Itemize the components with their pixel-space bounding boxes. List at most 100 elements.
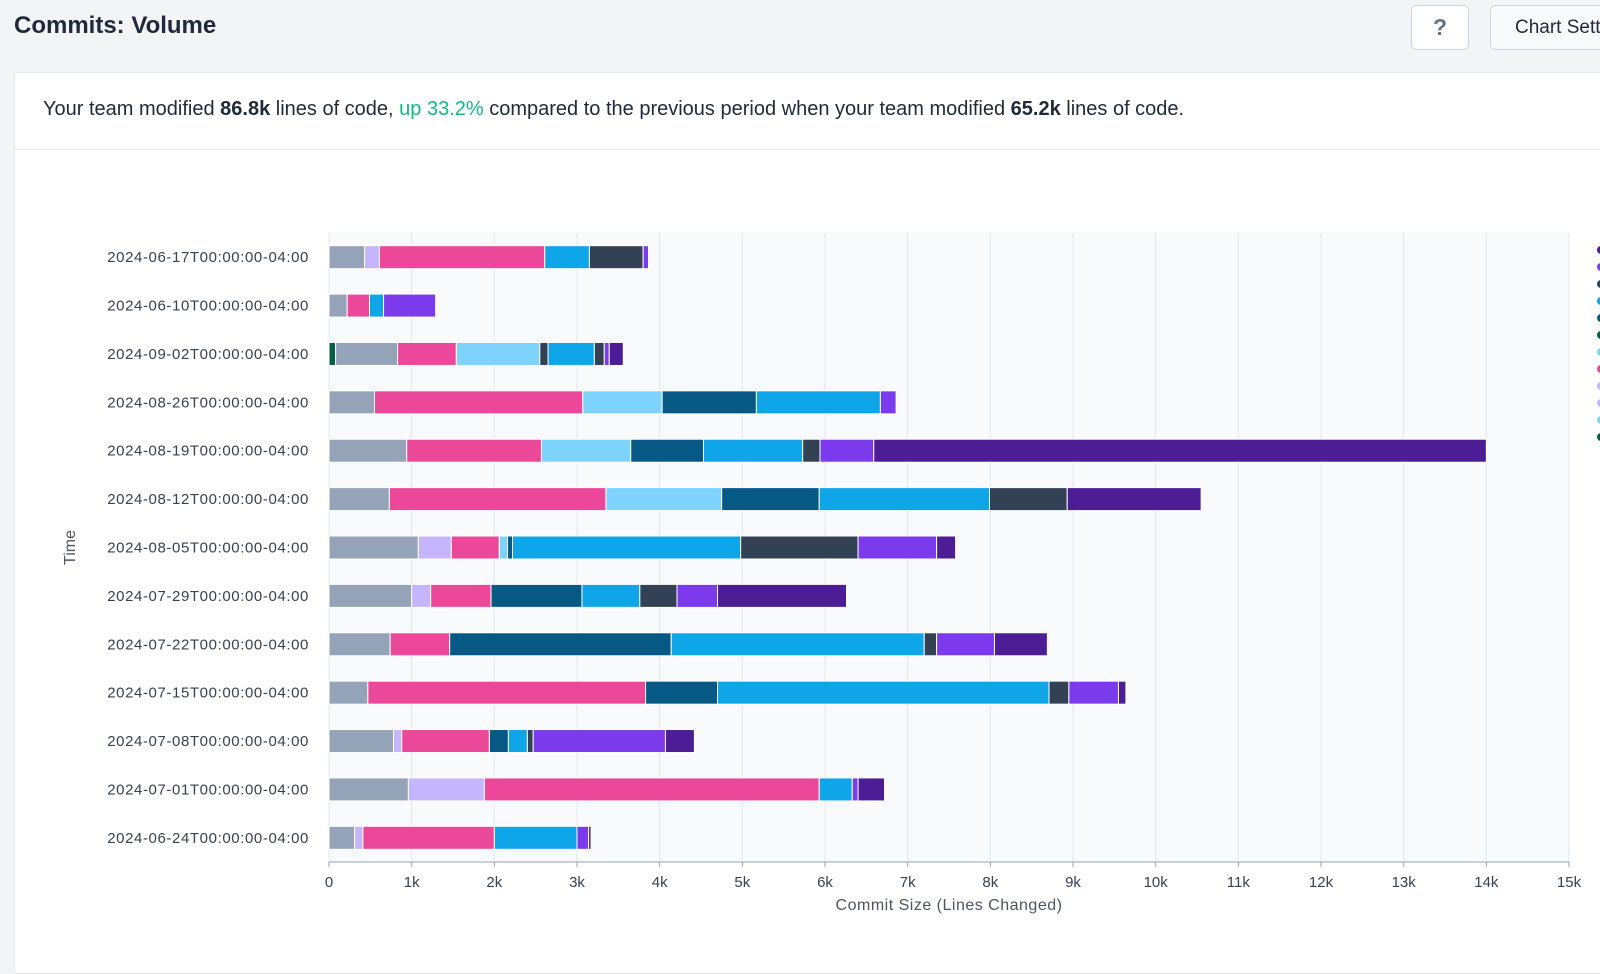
x-axis-title: Commit Size (Lines Changed) (836, 897, 1063, 914)
bar-segment (369, 293, 385, 318)
summary-mid-2: compared to the previous period when you… (483, 98, 1011, 120)
bar-segment (532, 729, 666, 754)
bar-segment (507, 729, 528, 754)
bar-segment (328, 729, 394, 754)
summary-suffix: lines of code. (1060, 98, 1185, 120)
bar-segment (335, 341, 399, 366)
bar-segment (328, 583, 413, 608)
bar-segment (676, 583, 719, 608)
bar-segment (455, 341, 541, 366)
bar-segment (721, 487, 820, 512)
bar-segment (645, 680, 719, 705)
bar-segment (1066, 487, 1202, 512)
bar-segment (407, 777, 485, 802)
bar-segment (539, 341, 549, 366)
bar-segment (328, 825, 356, 850)
bar-segment (582, 390, 663, 415)
bar-segment (740, 535, 859, 560)
bar-segment (857, 777, 886, 802)
x-tick-label: 3k (569, 874, 585, 891)
bar-segment (328, 535, 419, 560)
bar-segment (389, 632, 451, 657)
page-title: Commits: Volume (14, 12, 217, 39)
legend-swatch (1597, 314, 1600, 322)
y-tick-label: 2024-06-24T00:00:00-04:00 (107, 830, 309, 847)
legend-swatch (1597, 246, 1600, 254)
y-tick-label: 2024-08-19T00:00:00-04:00 (107, 443, 309, 460)
bar-segment (364, 245, 380, 270)
legend-swatch (1597, 382, 1600, 390)
bar-segment (354, 825, 364, 850)
bar-segment (755, 390, 881, 415)
summary-mid-1: lines of code, (270, 98, 400, 120)
x-tick-label: 10k (1144, 874, 1169, 891)
y-tick-label: 2024-08-12T00:00:00-04:00 (107, 491, 309, 508)
bar-segment (411, 583, 432, 608)
bar-segment (661, 390, 757, 415)
bar-segment (588, 245, 644, 270)
bar-segment (388, 487, 607, 512)
bar-segment (401, 729, 490, 754)
bar-segment (417, 535, 452, 560)
x-tick-label: 9k (1065, 874, 1081, 891)
summary-text: Your team modified 86.8k lines of code, … (43, 98, 1184, 121)
chart-settings-button[interactable]: Chart Settings (1490, 5, 1600, 50)
bar-segment (367, 680, 647, 705)
bar-segment (642, 245, 650, 270)
x-tick-label: 11k (1227, 874, 1251, 891)
bar-segment (547, 341, 595, 366)
x-tick-label: 15k (1557, 874, 1582, 891)
legend-swatch (1597, 297, 1600, 305)
bar-segment (670, 632, 925, 657)
bar-segment (873, 438, 1487, 463)
header-bar: Commits: Volume ? Chart Settings (0, 0, 1600, 72)
legend-swatch (1597, 348, 1600, 356)
help-button[interactable]: ? (1411, 5, 1469, 50)
summary-banner: Your team modified 86.8k lines of code, … (15, 73, 1600, 150)
bar-segment (1117, 680, 1127, 705)
bar-segment (1048, 680, 1070, 705)
stacked-bar-chart: 0 1k 2k 3k 4k 5k 6k 7k 8k 9k 10k 11k 12k 13k 14k 15k 202… (62, 233, 1600, 914)
bar-segment (818, 777, 853, 802)
y-tick-label: 2024-07-08T00:00:00-04:00 (107, 733, 309, 750)
bar-segment (488, 729, 509, 754)
x-tick-label: 4k (652, 874, 668, 891)
x-tick-label: 12k (1309, 874, 1334, 891)
bar-segment (540, 438, 632, 463)
bar-segment (717, 680, 1050, 705)
bar-segment (328, 438, 408, 463)
y-tick-label: 2024-08-05T00:00:00-04:00 (107, 540, 309, 557)
bar-segment (373, 390, 584, 415)
bar-segment (507, 535, 514, 560)
legend-swatch (1597, 280, 1600, 288)
bar-segment (989, 487, 1068, 512)
current-total: 86.8k (220, 98, 271, 120)
y-tick-label: 2024-07-29T00:00:00-04:00 (107, 588, 309, 605)
legend-swatch (1597, 365, 1600, 373)
bar-segment (802, 438, 821, 463)
bar-segment (346, 293, 371, 318)
bar-segment (588, 825, 592, 850)
x-tick-label: 2k (486, 874, 502, 891)
bar-segment (498, 535, 509, 560)
summary-prefix: Your team modified (43, 98, 221, 120)
bar-segment (819, 438, 875, 463)
y-tick-label: 2024-06-10T00:00:00-04:00 (107, 298, 309, 315)
x-tick-label: 14k (1474, 874, 1499, 891)
bar-segment (581, 583, 641, 608)
bar-segment (993, 632, 1048, 657)
previous-total: 65.2k (1010, 98, 1061, 120)
bar-segment (328, 777, 409, 802)
legend-swatch (1597, 331, 1600, 339)
bar-segment (397, 341, 457, 366)
x-tick-label: 5k (734, 874, 750, 891)
legend-swatch (1597, 416, 1600, 424)
bar-segment (490, 583, 583, 608)
legend-swatch (1597, 433, 1600, 441)
bar-segment (664, 729, 695, 754)
y-axis-title: Time (62, 530, 79, 565)
change-percent: up 33.2% (399, 98, 484, 120)
bar-segment (603, 341, 610, 366)
y-tick-label: 2024-06-17T00:00:00-04:00 (107, 249, 309, 266)
bar-segment (450, 535, 500, 560)
